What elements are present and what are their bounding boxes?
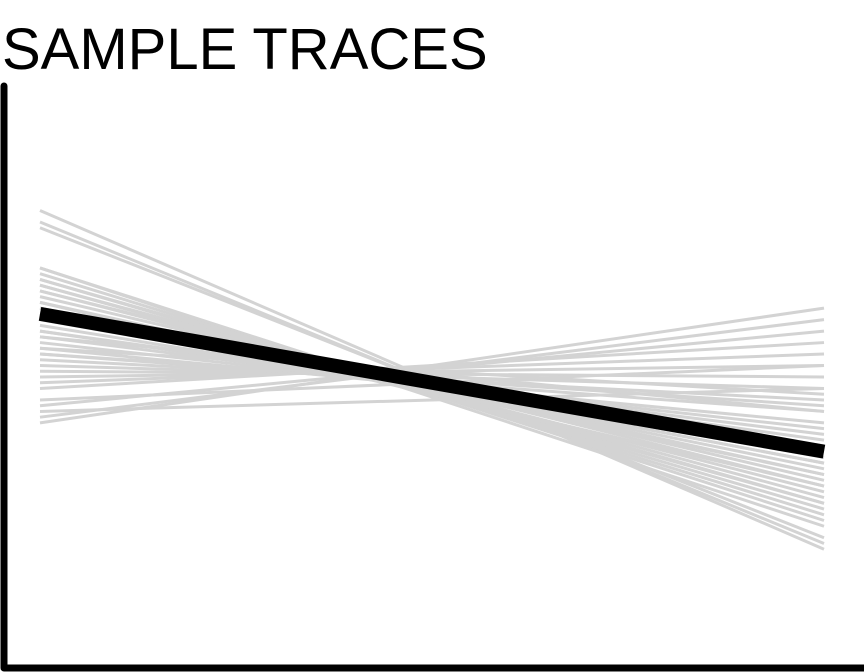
sample-trace-line — [39, 318, 825, 419]
sample-trace-line — [39, 335, 825, 413]
chart-title: SAMPLE TRACES — [2, 17, 488, 82]
sample-trace-line — [39, 386, 825, 413]
mean-trace — [38, 306, 826, 459]
mean-trace-line — [38, 306, 826, 459]
sample-trace-line — [39, 306, 825, 425]
axis-frame — [0, 82, 864, 672]
sample-trace-line — [39, 346, 825, 396]
